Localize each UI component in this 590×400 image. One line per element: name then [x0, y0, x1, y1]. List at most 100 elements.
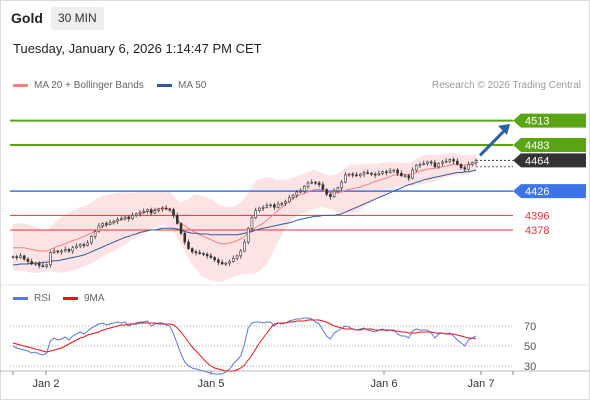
timeframe-badge[interactable]: 30 MIN — [51, 7, 104, 30]
candle — [205, 252, 209, 259]
candle-body — [202, 253, 205, 255]
candle — [332, 188, 336, 198]
candle — [358, 172, 362, 178]
credit-label: Research © 2026 Trading Central — [431, 80, 581, 91]
candle-body — [474, 160, 478, 164]
candle — [138, 210, 142, 217]
header-bar: Gold 30 MIN — [0, 0, 588, 36]
candle — [175, 212, 179, 225]
candle-body — [340, 181, 343, 189]
candle — [119, 215, 123, 221]
candle — [467, 161, 470, 171]
candle — [276, 201, 280, 209]
current-price-label: 4464 — [525, 155, 549, 167]
candle — [235, 254, 239, 261]
candle — [329, 192, 332, 200]
candle-body — [276, 203, 280, 208]
candle — [400, 170, 403, 177]
legend-9ma-label: 9MA — [84, 293, 105, 304]
candle — [108, 219, 112, 226]
candle-body — [168, 208, 172, 211]
candle-body — [71, 247, 75, 252]
candle — [82, 242, 86, 249]
candle-body — [280, 202, 284, 205]
candle — [168, 207, 172, 212]
legend-ma50: MA 50 — [157, 80, 206, 91]
candle-body — [362, 172, 366, 175]
candle-body — [220, 262, 224, 265]
candle-body — [403, 175, 407, 178]
current-price-tag — [513, 153, 586, 168]
candle-body — [194, 251, 198, 254]
candle-body — [41, 265, 45, 267]
candle-body — [370, 172, 373, 175]
x-tick-label: Jan 2 — [33, 378, 60, 390]
candle — [474, 158, 478, 166]
candle — [134, 212, 138, 218]
candle-body — [273, 204, 276, 208]
candle-body — [97, 225, 101, 232]
candle-body — [175, 215, 179, 224]
candle — [71, 245, 75, 254]
candle-body — [123, 216, 127, 219]
candle-body — [190, 248, 194, 253]
rsi-tick-30: 30 — [524, 361, 536, 373]
candle-body — [183, 232, 187, 243]
candle-body — [217, 259, 220, 263]
level-label-4513: 4513 — [525, 116, 549, 128]
candle-body — [30, 261, 33, 265]
candle-body — [418, 164, 422, 166]
candle-body — [347, 173, 351, 176]
candle-body — [164, 207, 168, 210]
candle — [392, 168, 396, 173]
candle — [239, 248, 243, 259]
candle-body — [75, 245, 78, 249]
candle — [105, 221, 108, 228]
candle — [261, 205, 265, 211]
candle — [310, 179, 314, 185]
candle — [291, 193, 295, 200]
candle-body — [131, 215, 134, 219]
candle-body — [108, 222, 112, 225]
candle-body — [153, 210, 157, 214]
candle — [325, 188, 328, 197]
candle — [67, 248, 71, 254]
candle-body — [414, 164, 418, 171]
candle — [146, 208, 149, 214]
candle-body — [358, 173, 362, 177]
candle — [321, 181, 325, 191]
candle — [314, 180, 317, 186]
candle — [220, 259, 224, 266]
candle-body — [467, 164, 470, 170]
candle-body — [388, 170, 392, 173]
candle-body — [78, 244, 82, 247]
candle-body — [456, 160, 459, 165]
candle-body — [284, 201, 287, 204]
candle — [190, 247, 194, 254]
candle — [164, 205, 168, 211]
candle-body — [209, 255, 213, 258]
candle-body — [138, 211, 142, 215]
candle-body — [127, 216, 131, 219]
candle-body — [52, 250, 56, 253]
candle — [362, 170, 366, 177]
candle — [470, 161, 474, 167]
candle-body — [134, 213, 138, 216]
candle — [288, 194, 291, 203]
candle — [179, 222, 183, 236]
candle — [459, 163, 463, 170]
candle-body — [441, 161, 444, 164]
ma20-line — [13, 162, 477, 252]
candle-body — [15, 256, 19, 258]
candle — [243, 239, 246, 253]
candle-body — [325, 189, 328, 195]
candle — [246, 227, 250, 245]
candle — [381, 170, 384, 176]
candle — [153, 207, 157, 215]
candle — [231, 255, 235, 263]
candle-body — [93, 231, 97, 237]
candle-body — [306, 182, 310, 187]
candle-body — [11, 256, 15, 258]
legend-ma50-label: MA 50 — [178, 80, 207, 91]
